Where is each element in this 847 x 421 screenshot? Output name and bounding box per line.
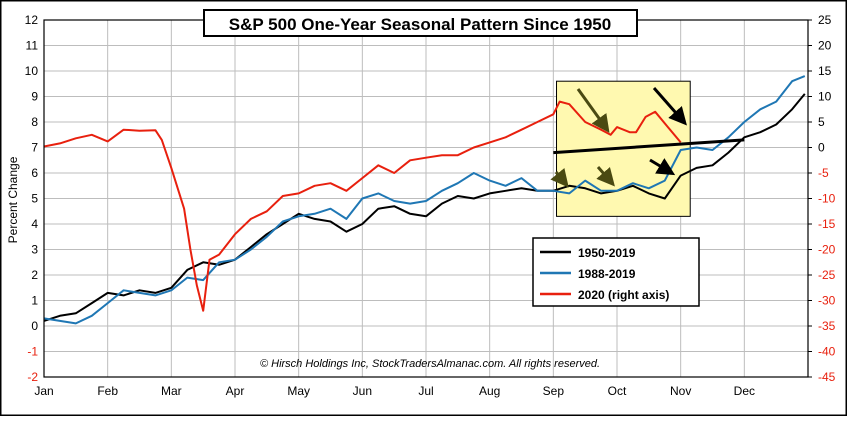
y-right-tick-label: -25 — [818, 268, 836, 282]
y-right-tick-label: -40 — [818, 345, 836, 359]
trend-line — [553, 138, 745, 155]
y-right-tick-label: -10 — [818, 192, 836, 206]
annotation-arrow — [596, 166, 615, 187]
copyright-note: © Hirsch Holdings Inc, StockTradersAlman… — [260, 358, 600, 370]
legend-label-2020: 2020 (right axis) — [578, 288, 669, 302]
y-right-tick-label: 0 — [818, 141, 825, 155]
axes: -2-10123456789101112-45-40-35-30-25-20-1… — [25, 13, 836, 398]
y-left-tick-label: 12 — [25, 13, 39, 27]
title-box — [203, 9, 638, 37]
annotation-arrow — [576, 88, 610, 133]
y-left-tick-label: 11 — [26, 39, 39, 53]
y-right-tick-label: 5 — [818, 115, 825, 129]
y-right-tick-label: 20 — [818, 39, 832, 53]
y-right-tick-label: 25 — [818, 13, 832, 27]
y-left-tick-label: 0 — [31, 319, 38, 333]
series-line-1988-2019 — [43, 75, 806, 325]
y-left-tick-label: 10 — [25, 64, 39, 78]
y-left-tick-label: 1 — [31, 294, 38, 308]
x-tick-label: Oct — [608, 384, 627, 398]
y-right-tick-label: 10 — [818, 90, 832, 104]
y-right-tick-label: -35 — [818, 319, 836, 333]
y-left-tick-label: 5 — [31, 192, 38, 206]
x-tick-label: Feb — [97, 384, 118, 398]
y-left-tick-label: 6 — [31, 166, 38, 180]
legend-label-1950-2019: 1950-2019 — [578, 246, 636, 260]
x-tick-label: May — [287, 384, 310, 398]
y-left-tick-label: 3 — [31, 243, 38, 257]
x-tick-label: Nov — [670, 384, 691, 398]
legend: 1950-2019 1988-2019 2020 (right axis) — [532, 237, 700, 307]
annotations — [550, 87, 745, 188]
x-tick-label: Dec — [734, 384, 755, 398]
series-line-1950-2019 — [43, 93, 806, 322]
y-right-tick-label: 15 — [818, 64, 832, 78]
y-right-tick-label: -20 — [818, 243, 836, 257]
x-tick-label: Jun — [353, 384, 372, 398]
y-axis-label: Percent Change — [6, 156, 20, 243]
annotation-arrow — [649, 158, 676, 176]
y-left-tick-label: 8 — [31, 115, 38, 129]
x-tick-label: Aug — [479, 384, 500, 398]
y-left-tick-label: 7 — [31, 141, 38, 155]
x-tick-label: Mar — [161, 384, 182, 398]
y-right-tick-label: -5 — [818, 166, 829, 180]
x-tick-label: Apr — [226, 384, 245, 398]
y-left-tick-label: 4 — [31, 217, 38, 231]
x-tick-label: Sep — [543, 384, 565, 398]
x-tick-label: Jul — [418, 384, 433, 398]
y-left-tick-label: 2 — [31, 268, 38, 282]
x-tick-label: Jan — [34, 384, 53, 398]
y-right-tick-label: -15 — [818, 217, 836, 231]
legend-label-1988-2019: 1988-2019 — [578, 267, 636, 281]
annotation-arrow — [652, 87, 687, 126]
y-left-tick-label: 9 — [31, 90, 38, 104]
y-right-tick-label: -45 — [818, 370, 836, 384]
y-left-tick-label: -1 — [27, 345, 38, 359]
y-right-tick-label: -30 — [818, 294, 836, 308]
y-left-tick-label: -2 — [27, 370, 38, 384]
annotation-arrow — [550, 168, 569, 188]
chart-title: S&P 500 One-Year Seasonal Pattern Since … — [229, 15, 611, 34]
